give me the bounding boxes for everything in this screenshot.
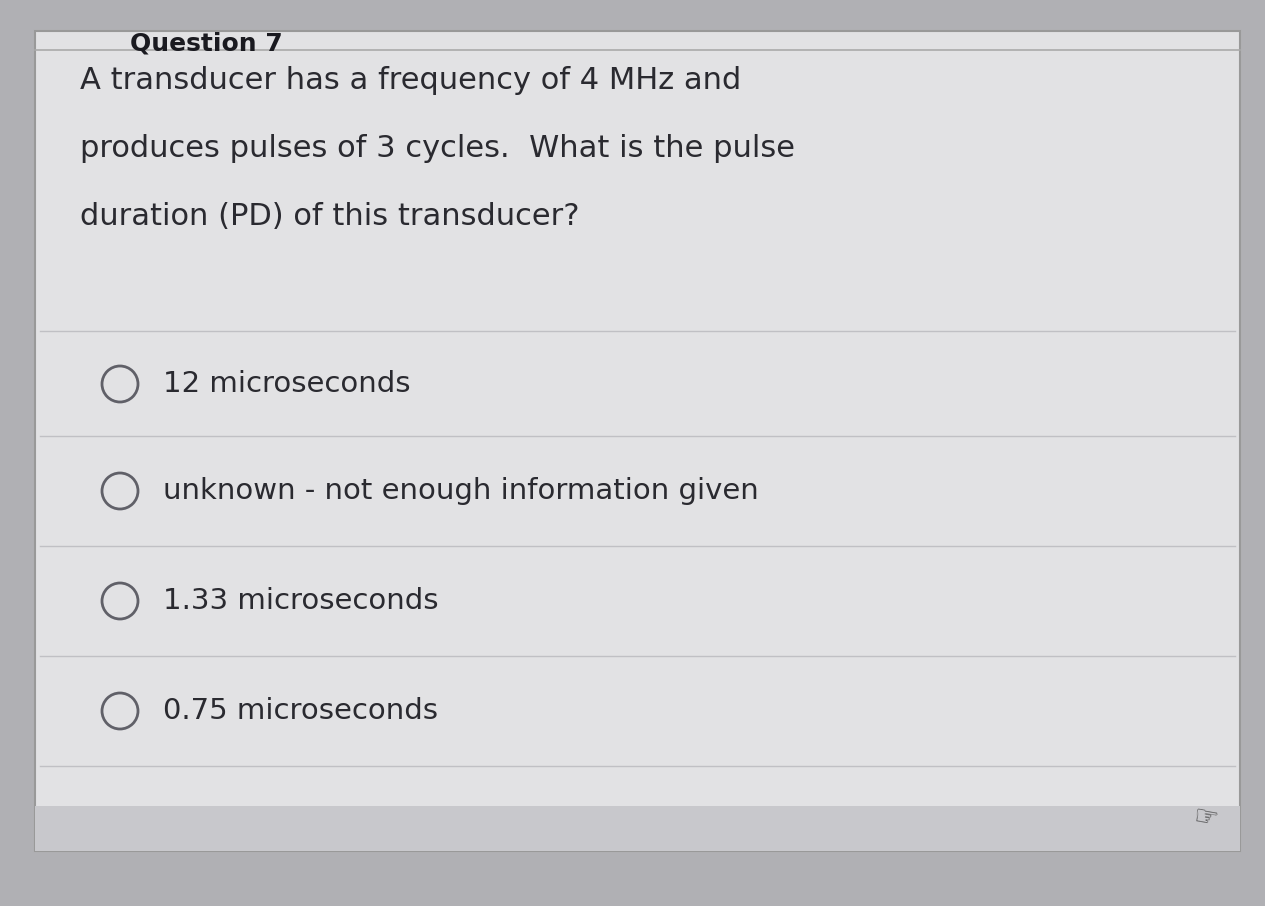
FancyBboxPatch shape	[35, 31, 1240, 851]
Text: produces pulses of 3 cycles.  What is the pulse: produces pulses of 3 cycles. What is the…	[80, 134, 794, 163]
Text: 1.33 microseconds: 1.33 microseconds	[163, 587, 439, 615]
Bar	[35, 806, 1240, 851]
Text: ☞: ☞	[1190, 802, 1219, 834]
Text: Question 7: Question 7	[130, 31, 283, 55]
Text: 0.75 microseconds: 0.75 microseconds	[163, 697, 438, 725]
Text: A transducer has a frequency of 4 MHz and: A transducer has a frequency of 4 MHz an…	[80, 66, 741, 95]
Text: 12 microseconds: 12 microseconds	[163, 370, 411, 398]
Text: duration (PD) of this transducer?: duration (PD) of this transducer?	[80, 202, 579, 231]
Text: unknown - not enough information given: unknown - not enough information given	[163, 477, 759, 505]
